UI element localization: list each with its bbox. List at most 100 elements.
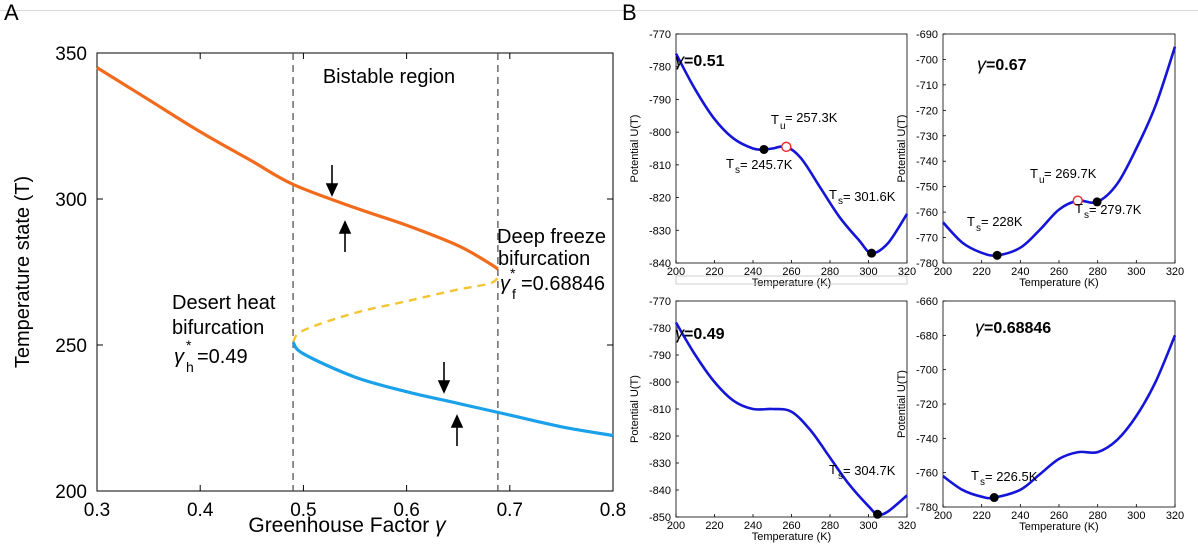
subplot-xlabel: Temperature (K) [752,277,831,289]
subplot-ytick-label: -730 [916,131,938,143]
subplot-xtick-label: 280 [1088,510,1106,522]
subplot-ytick-label: -790 [649,350,671,362]
subplot-ytick-label: -750 [916,182,938,194]
stable-equilibrium-marker [1092,197,1102,207]
subplot-xtick-label: 280 [821,266,839,278]
freeze-value-num: =0.68846 [521,273,605,295]
panel-a-xtick-label: 0.7 [497,500,523,521]
subplot-ytick-label: -760 [916,207,938,219]
subplot-xtick-label: 240 [744,520,762,532]
desert-gamma: γ [174,346,185,368]
subplot-xtick-label: 220 [705,520,723,532]
g067-ts2-sub: s [1084,210,1089,221]
stable-equilibrium-marker [867,248,877,258]
desert-star: * [186,337,192,353]
stability-arrows [325,165,464,446]
g068-ts-t: T [971,468,979,483]
subplot-xtick-label: 220 [972,510,990,522]
subplot-ytick-label: -840 [649,258,671,270]
annotations-g067: T u = 269.7K T s = 228K T s = 279.7K [967,166,1142,234]
subplot-ytick-label: -810 [649,404,671,416]
subplot-ytick-label: -760 [916,468,938,480]
empty-strip [675,275,908,285]
panel-label-b: B [622,0,637,25]
freeze-gamma: γ [500,273,511,295]
arrow-down-upper [325,165,339,197]
panel-a-xtick-label: 0.3 [84,500,110,521]
g051-sym: γ [675,50,685,70]
g051-tu-t: T [771,112,779,127]
panel-a-xtick-label: 0.8 [600,500,626,521]
g067-tu-sub: u [1039,175,1045,186]
subplot-ytick-label: -810 [649,160,671,172]
subplot-ytick-label: -800 [649,377,671,389]
panel-a-ytick-label: 350 [55,44,87,65]
unstable-equilibrium-marker [1072,195,1083,206]
g067-ts1-text: = 228K [981,214,1023,229]
subplot-xlabel: Temperature (K) [752,531,831,543]
subplot-gamma-051: 200 220 240 260 280 300 320 -770 -780 -790 -800 -81… [629,29,916,289]
subplot-xtick-label: 200 [934,510,952,522]
subplot-xtick-label: 300 [859,520,877,532]
panel-a-ylabel: Temperature state (T) [12,176,34,368]
subplot-xtick-label: 300 [1127,510,1145,522]
panel-a-ytick-label: 300 [55,190,87,211]
g051-ts1-t: T [726,156,734,171]
panel-a-xlabel-symbol: γ [435,514,447,537]
subplot-xtick-label: 260 [1050,266,1068,278]
title-gamma-068846: γ=0.68846 [975,317,1051,337]
desert-value-num: =0.49 [197,346,248,368]
annotations-g051: T u = 257.3K T s = 245.7K T s = 301.6K [726,110,896,207]
freeze-sub: f [512,286,516,302]
subplot-ytick-label: -720 [916,399,938,411]
subplot-xtick-label: 200 [667,520,685,532]
subplot-ylabel: Potential U(T) [629,375,641,443]
subplot-xtick-label: 200 [667,266,685,278]
g051-ts2-text: = 301.6K [843,189,896,204]
g051-ts1-text: = 245.7K [740,157,793,172]
g068-sym: γ [975,317,985,337]
lower-stable-branch [291,341,614,438]
subplot-xtick-label: 260 [1050,510,1068,522]
subplot-xtick-label: 300 [859,266,877,278]
panel-a-frame [96,52,614,492]
subplot-ytick-label: -660 [916,296,938,308]
subplot-ytick-label: -780 [916,258,938,270]
g068-ts-sub: s [980,477,985,488]
subplot-xtick-label: 320 [898,266,916,278]
subplot-ytick-label: -690 [916,29,938,41]
subplot-ytick-label: -700 [916,54,938,66]
arrow-up-upper [338,220,352,252]
subplot-ylabel: Potential U(T) [896,370,908,438]
subplot-ytick-label: -770 [649,29,671,41]
subplot-xlabel: Temperature (K) [1019,277,1098,289]
subplot-xtick-label: 240 [744,266,762,278]
subplot-ytick-label: -840 [649,485,671,497]
potential-curve [674,321,908,517]
g068-val: =0.68846 [984,320,1051,337]
subplot-ytick-label: -720 [916,105,938,117]
subplot-ytick-label: -680 [916,330,938,342]
panel-a-xtick-label: 0.6 [393,500,419,521]
g051-val: =0.51 [684,53,725,70]
g067-tu-t: T [1030,166,1038,181]
potential-curve [942,334,1177,500]
upper-stable-branch [96,66,499,271]
subplot-ylabel: Potential U(T) [896,115,908,183]
stable-equilibrium-marker [873,509,883,519]
subplot-xtick-label: 260 [782,520,800,532]
arrow-up-lower [450,414,464,446]
subplot-xtick-label: 260 [782,266,800,278]
title-gamma-067: γ=0.67 [977,54,1027,74]
subplot-xtick-label: 300 [1127,266,1145,278]
unstable-branch [292,276,499,343]
stable-equilibrium-marker [759,144,769,154]
subplot-ylabel: Potential U(T) [629,115,641,183]
subplot-ytick-label: -850 [649,512,671,524]
subplot-gamma-068846: 200 220 240 260 280 300 320 -660 -680 -700 -720 -74… [896,296,1184,533]
arrow-down-lower [437,362,451,394]
subplot-xtick-label: 320 [1166,266,1184,278]
subplot-ytick-label: -820 [649,431,671,443]
panel-a-xlabel: Greenhouse Factor γ [248,514,447,537]
g067-ts1-t: T [967,214,975,229]
